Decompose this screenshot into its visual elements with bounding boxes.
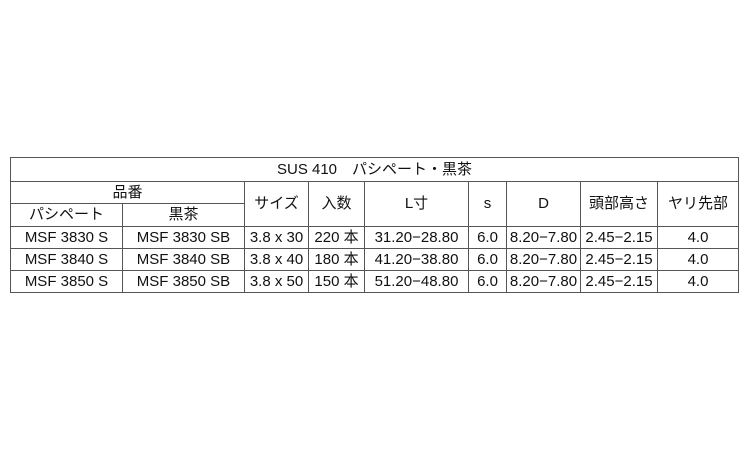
spec-table: SUS 410 パシペート・黒茶 品番 サイズ 入数 L寸 s D 頭部高さ ヤ… <box>9 157 740 293</box>
cell-length: 51.20−48.80 <box>364 270 469 293</box>
cell-drill-tip: 4.0 <box>656 226 740 249</box>
cell-size: 3.8 x 40 <box>244 248 309 271</box>
cell-head-height: 2.45−2.15 <box>580 270 658 293</box>
cell-passivate: MSF 3850 S <box>10 270 123 293</box>
table-row: MSF 3840 S MSF 3840 SB 3.8 x 40 180 本 41… <box>10 248 740 271</box>
table-title: SUS 410 パシペート・黒茶 <box>9 157 740 182</box>
cell-length: 41.20−38.80 <box>364 248 469 271</box>
cell-quantity: 150 本 <box>308 270 365 293</box>
header-head-height: 頭部高さ <box>580 181 658 227</box>
header-size: サイズ <box>244 181 309 227</box>
cell-drill-tip: 4.0 <box>656 270 740 293</box>
cell-passivate: MSF 3840 S <box>10 248 123 271</box>
header-black-brown: 黒茶 <box>122 203 245 227</box>
table-row: MSF 3850 S MSF 3850 SB 3.8 x 50 150 本 51… <box>10 270 740 293</box>
header-length: L寸 <box>364 181 469 227</box>
cell-black-brown: MSF 3840 SB <box>122 248 245 271</box>
cell-s: 6.0 <box>468 226 507 249</box>
cell-d: 8.20−7.80 <box>506 270 581 293</box>
cell-passivate: MSF 3830 S <box>10 226 123 249</box>
header-quantity: 入数 <box>308 181 365 227</box>
cell-quantity: 180 本 <box>308 248 365 271</box>
cell-quantity: 220 本 <box>308 226 365 249</box>
header-d: D <box>506 181 581 227</box>
cell-size: 3.8 x 50 <box>244 270 309 293</box>
cell-size: 3.8 x 30 <box>244 226 309 249</box>
header-drill-tip: ヤリ先部 <box>656 181 740 227</box>
cell-drill-tip: 4.0 <box>656 248 740 271</box>
cell-d: 8.20−7.80 <box>506 226 581 249</box>
header-passivate: パシペート <box>10 203 123 227</box>
cell-length: 31.20−28.80 <box>364 226 469 249</box>
cell-s: 6.0 <box>468 248 507 271</box>
cell-black-brown: MSF 3850 SB <box>122 270 245 293</box>
cell-s: 6.0 <box>468 270 507 293</box>
cell-d: 8.20−7.80 <box>506 248 581 271</box>
header-s: s <box>468 181 507 227</box>
cell-head-height: 2.45−2.15 <box>580 248 658 271</box>
cell-black-brown: MSF 3830 SB <box>122 226 245 249</box>
table-row: MSF 3830 S MSF 3830 SB 3.8 x 30 220 本 31… <box>10 226 740 249</box>
cell-head-height: 2.45−2.15 <box>580 226 658 249</box>
header-part-number: 品番 <box>10 181 245 204</box>
